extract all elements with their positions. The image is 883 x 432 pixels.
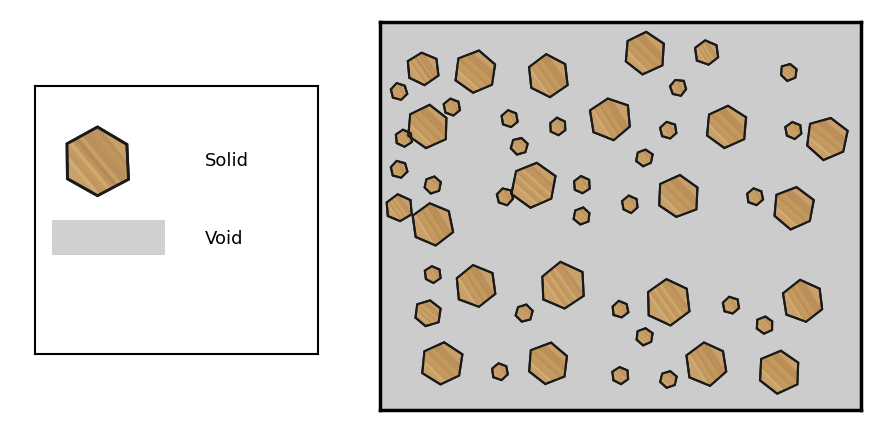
Polygon shape (686, 343, 726, 386)
Polygon shape (747, 188, 763, 205)
Text: Void: Void (205, 230, 244, 248)
Polygon shape (760, 351, 798, 394)
Polygon shape (492, 363, 508, 380)
Polygon shape (425, 177, 441, 194)
Polygon shape (623, 196, 638, 213)
Polygon shape (425, 266, 441, 283)
Polygon shape (387, 194, 411, 221)
Polygon shape (613, 301, 629, 318)
Polygon shape (613, 367, 628, 384)
Polygon shape (660, 175, 698, 217)
Polygon shape (637, 328, 653, 345)
Polygon shape (574, 176, 590, 193)
Polygon shape (670, 80, 686, 96)
Polygon shape (516, 305, 532, 321)
Polygon shape (391, 83, 407, 100)
Polygon shape (416, 300, 441, 326)
Text: Solid: Solid (205, 152, 249, 170)
Polygon shape (412, 203, 453, 245)
Polygon shape (502, 110, 517, 127)
Polygon shape (785, 122, 801, 139)
Polygon shape (529, 343, 567, 384)
Polygon shape (590, 98, 630, 140)
Polygon shape (422, 342, 463, 384)
Polygon shape (695, 41, 718, 65)
Polygon shape (396, 130, 411, 147)
Polygon shape (636, 149, 653, 166)
Polygon shape (574, 207, 590, 225)
Polygon shape (497, 188, 513, 205)
Polygon shape (626, 32, 664, 74)
Polygon shape (783, 280, 822, 322)
Polygon shape (774, 187, 814, 229)
Bar (52, 220, 165, 255)
Polygon shape (456, 51, 495, 93)
Polygon shape (443, 98, 460, 115)
Polygon shape (457, 265, 495, 307)
Polygon shape (660, 371, 676, 388)
Polygon shape (723, 297, 739, 314)
Polygon shape (707, 106, 746, 148)
Polygon shape (511, 138, 528, 155)
Polygon shape (391, 161, 407, 178)
Polygon shape (67, 127, 129, 196)
Polygon shape (511, 163, 555, 208)
Polygon shape (408, 53, 439, 85)
Polygon shape (550, 118, 565, 135)
Polygon shape (807, 118, 848, 160)
Polygon shape (408, 105, 447, 148)
Polygon shape (781, 64, 796, 81)
Polygon shape (660, 122, 676, 138)
Polygon shape (529, 54, 568, 97)
Polygon shape (757, 317, 773, 334)
Polygon shape (542, 262, 584, 308)
Polygon shape (648, 279, 690, 325)
